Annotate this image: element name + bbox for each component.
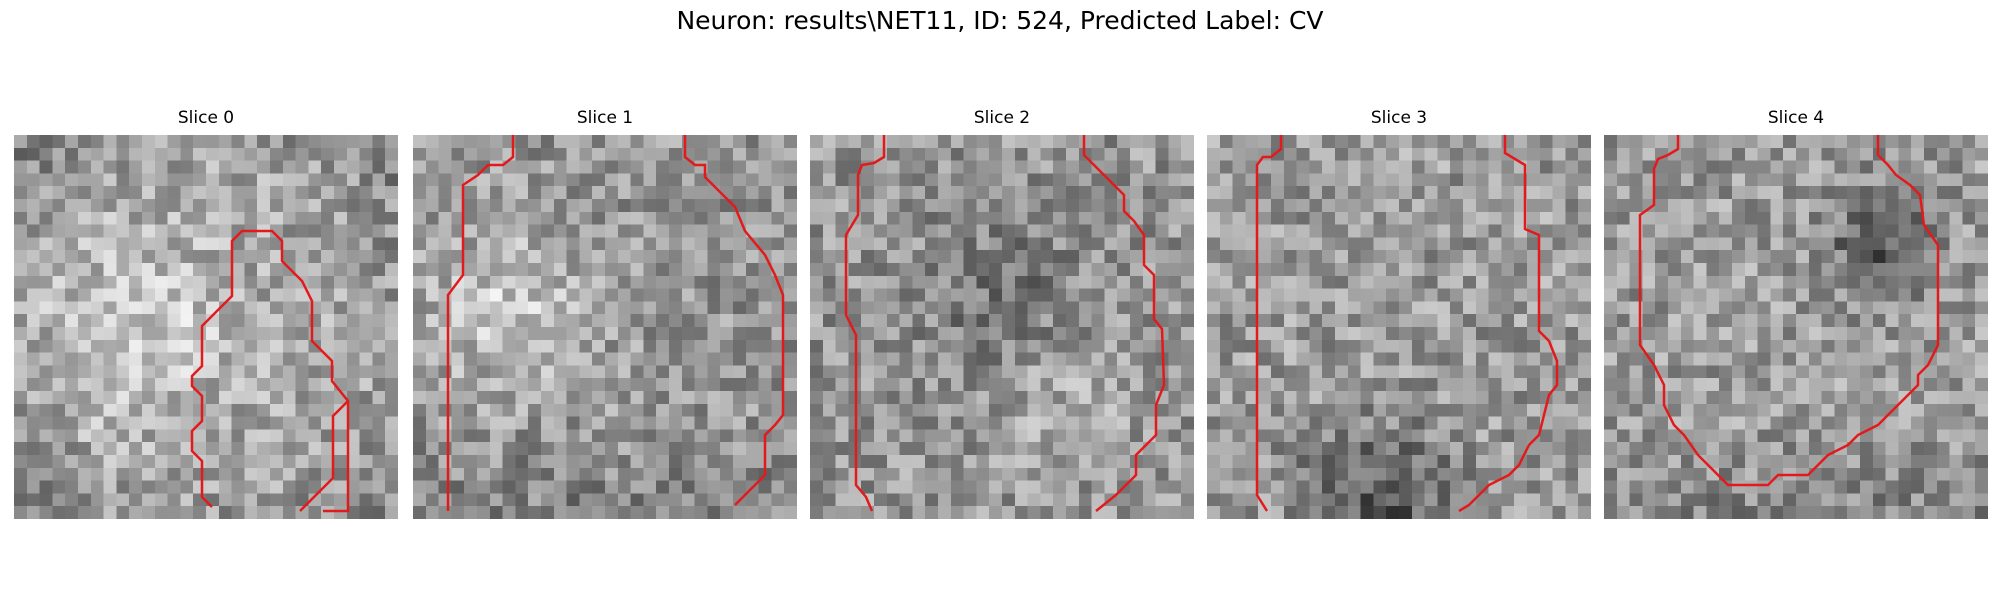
slice-title: Slice 0	[177, 108, 235, 128]
slice-title: Slice 1	[576, 108, 634, 128]
grayscale-noise-image	[810, 135, 1194, 519]
roi-contour-left	[190, 229, 350, 513]
roi-contour-ring	[1638, 135, 1940, 487]
figure-title: Neuron: results\NET11, ID: 524, Predicte…	[676, 6, 1324, 35]
grayscale-noise-image	[413, 135, 797, 519]
grayscale-noise-image	[1604, 135, 1988, 519]
roi-contour-right	[683, 135, 785, 506]
slice-title: Slice 2	[973, 108, 1031, 128]
slice-image	[1604, 135, 1988, 519]
grayscale-noise-image	[1207, 135, 1591, 519]
roi-contour-overlay	[190, 229, 350, 513]
slice-title: Slice 3	[1370, 108, 1428, 128]
roi-contour-right	[1082, 135, 1166, 512]
roi-contour-left	[446, 135, 515, 511]
roi-contour-overlay	[1638, 135, 1940, 487]
roi-contour-right	[299, 400, 349, 512]
roi-contour-left	[1255, 135, 1283, 512]
roi-contour-right	[1458, 135, 1559, 513]
roi-contour-left	[844, 135, 886, 512]
slice-image	[413, 135, 797, 519]
roi-contour-overlay	[446, 135, 785, 511]
roi-contour-overlay	[1255, 135, 1559, 513]
slice-image	[810, 135, 1194, 519]
slice-title: Slice 4	[1767, 108, 1825, 128]
roi-contour-overlay	[844, 135, 1166, 512]
slice-image	[14, 135, 398, 519]
slice-image	[1207, 135, 1591, 519]
